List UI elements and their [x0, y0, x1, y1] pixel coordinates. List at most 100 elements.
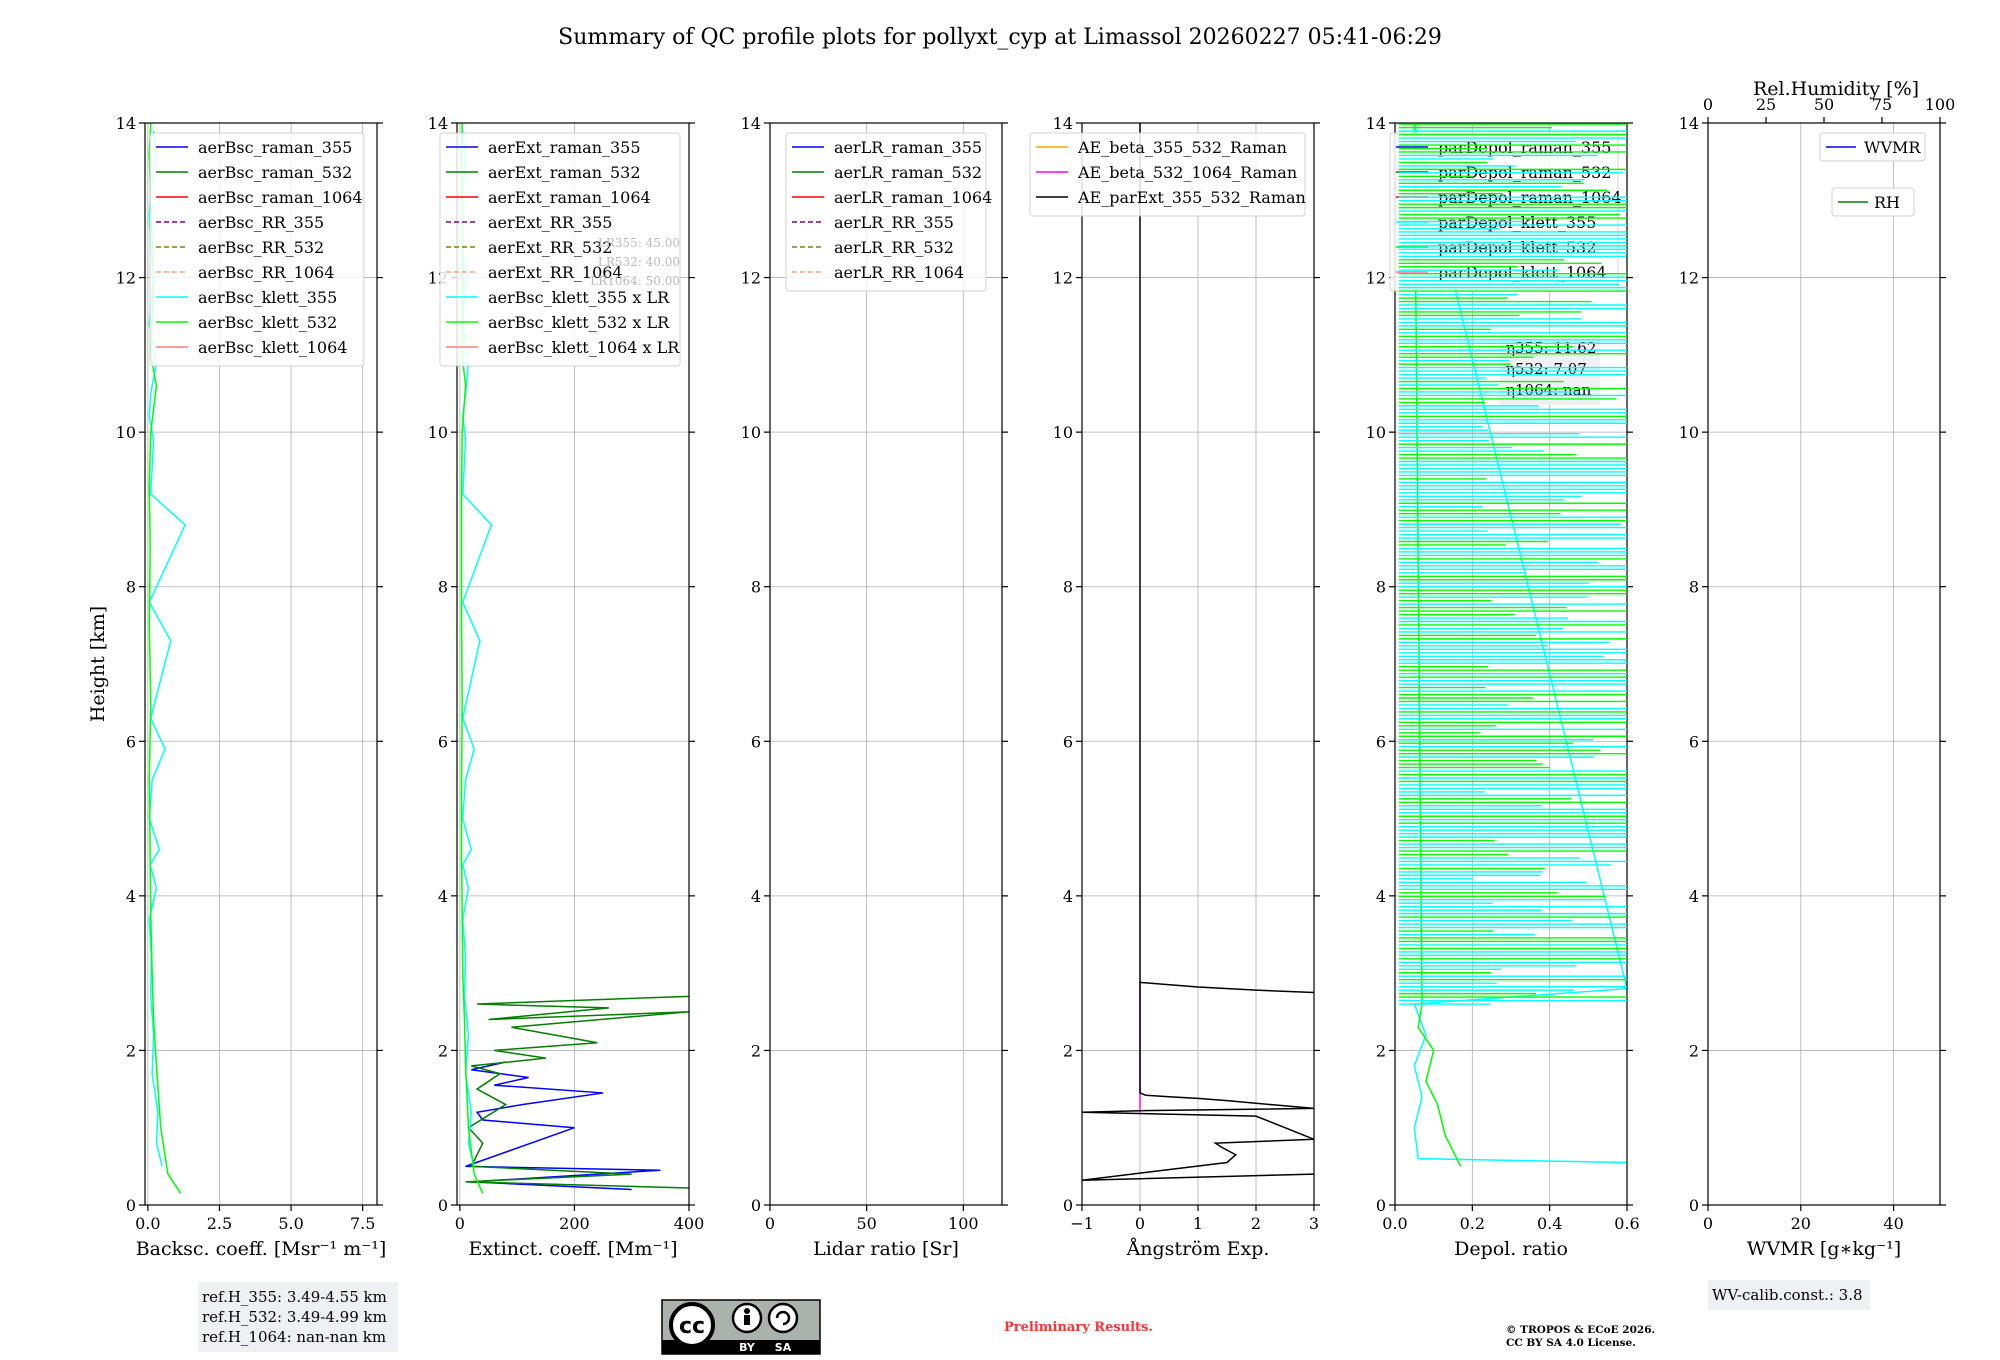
legend-entry: AE_beta_532_1064_Raman [1077, 163, 1297, 182]
legend-entry: AE_parExt_355_532_Raman [1077, 188, 1306, 207]
x-tick-label: 0.0 [1382, 1214, 1407, 1233]
panel-backscatter: 0.0 2.5 5.0 7.5 0 2 4 6 8 10 12 14 Backsc. coeff. [M… [87, 114, 398, 1352]
legend-entry: aerLR_RR_1064 [834, 263, 964, 282]
series-parDepol_klett_355 [1413, 122, 1628, 1164]
x-axis-label: Extinct. coeff. [Mm⁻¹] [468, 1238, 677, 1260]
y-tick-label: 0 [1063, 1196, 1073, 1215]
annotation-box [198, 1282, 398, 1352]
legend-entry: AE_beta_355_532_Raman [1077, 138, 1287, 157]
y-tick-label: 14 [741, 114, 761, 133]
plot-frame [144, 122, 378, 1206]
legend-entry: aerBsc_klett_532 x LR [488, 313, 670, 332]
annotation-line: WV-calib.const.: 3.8 [1712, 1286, 1863, 1304]
y-tick-label: 0 [126, 1196, 136, 1215]
y-tick-label: 0 [751, 1196, 761, 1215]
legend-extinction: aerExt_raman_355 aerExt_raman_532 aerExt_r… [439, 132, 681, 367]
legend-entry: WVMR [1864, 138, 1921, 157]
top-x-tick-label: 50 [1814, 95, 1834, 114]
y-tick-label: 6 [1689, 732, 1699, 751]
x-tick-label: 0 [455, 1214, 465, 1233]
x-tick-label: 0 [765, 1214, 775, 1233]
lidar-ratio-label: LR1064: 50.00 [590, 274, 680, 288]
top-x-tick-label: 75 [1872, 95, 1892, 114]
y-tick-label: 4 [438, 887, 448, 906]
legend-entry: aerBsc_RR_532 [198, 238, 324, 257]
legend-entry: aerExt_raman_1064 [488, 188, 651, 207]
annotation-line: ref.H_532: 3.49-4.99 km [202, 1308, 387, 1326]
panel-water_vapor: 0 20 40 0 2 4 6 8 10 12 14 WVMR [g∗kg⁻¹] 0 25 50 75 100 R… [1679, 78, 1956, 1310]
x-axis-label: Lidar ratio [Sr] [813, 1238, 959, 1260]
y-tick-label: 10 [1366, 423, 1386, 442]
panel-lidar_ratio: 0 50 100 0 2 4 6 8 10 12 14 Lidar ratio [Sr] aerLR_r… [741, 114, 1008, 1260]
legend-box [1819, 132, 1926, 162]
figure-title: Summary of QC profile plots for pollyxt_… [558, 25, 1442, 50]
x-axis-label: Backsc. coeff. [Msr⁻¹ m⁻¹] [136, 1238, 387, 1260]
legend-entry: parDepol_klett_1064 [1438, 263, 1607, 282]
depol-dense-traces [1398, 123, 1627, 1005]
y-tick-label: 4 [1063, 887, 1073, 906]
legend-box [785, 132, 987, 292]
legend-entry: aerBsc_RR_1064 [198, 263, 334, 282]
x-tick-label: 200 [559, 1214, 590, 1233]
y-tick-label: 2 [1063, 1041, 1073, 1060]
y-tick-label: 14 [1053, 114, 1073, 133]
legend-entry: aerExt_RR_532 [488, 238, 612, 257]
y-tick-label: 2 [126, 1041, 136, 1060]
y-tick-label: 14 [116, 114, 136, 133]
y-tick-label: 10 [741, 423, 761, 442]
y-tick-label: 8 [1376, 578, 1386, 597]
annotation-line: ref.H_1064: nan-nan km [202, 1328, 386, 1346]
top-x-tick-label: 100 [1925, 95, 1956, 114]
y-tick-label: 12 [1053, 269, 1073, 288]
legend-entry: aerBsc_klett_1064 [198, 338, 347, 357]
legend-entry: aerBsc_raman_1064 [198, 188, 363, 207]
legend-entry: aerBsc_klett_355 [198, 288, 337, 307]
y-tick-label: 8 [1689, 578, 1699, 597]
legend-entry: aerExt_RR_355 [488, 213, 612, 232]
y-tick-label: 12 [741, 269, 761, 288]
legend-entry: aerExt_raman_532 [488, 163, 641, 182]
cc-by-label: BY [739, 1341, 756, 1354]
series-aerExt_raman_532 [465, 995, 690, 1189]
legend-entry: aerBsc_klett_532 [198, 313, 337, 332]
y-tick-label: 12 [1679, 269, 1699, 288]
y-tick-label: 6 [751, 732, 761, 751]
legend-entry: aerLR_raman_1064 [834, 188, 992, 207]
y-tick-label: 0 [1376, 1196, 1386, 1215]
x-tick-label: 0.2 [1460, 1214, 1485, 1233]
legend-lidar_ratio: aerLR_raman_355 aerLR_raman_532 aerLR_rama… [785, 132, 992, 292]
eta-label: η532: 7.07 [1506, 360, 1587, 378]
plot-frame [1394, 122, 1628, 1206]
series-aerExt_raman_355 [465, 1061, 661, 1191]
preliminary-results-label: Preliminary Results. [1004, 1320, 1153, 1335]
legend-entry: aerBsc_klett_355 x LR [488, 288, 670, 307]
series-AE_parExt_355_532_Raman [1081, 123, 1315, 1182]
x-tick-label: 2.5 [207, 1214, 232, 1233]
legend-entry: aerExt_raman_355 [488, 138, 641, 157]
x-tick-label: 40 [1883, 1214, 1903, 1233]
x-axis-label: Depol. ratio [1454, 1238, 1568, 1260]
y-tick-label: 2 [1376, 1041, 1386, 1060]
top-x-axis-label: Rel.Humidity [%] [1753, 78, 1919, 100]
copyright-line-2: CC BY SA 4.0 License. [1506, 1337, 1636, 1349]
x-tick-label: 0.0 [135, 1214, 160, 1233]
series-AE_parExt_355_532_Raman_upper [1139, 981, 1315, 994]
y-tick-label: 10 [116, 423, 136, 442]
plot-frame [1707, 122, 1941, 1206]
y-tick-label: 4 [751, 887, 761, 906]
y-tick-label: 14 [428, 114, 448, 133]
lidar-ratio-label: LR355: 45.00 [598, 236, 680, 250]
y-tick-label: 10 [428, 423, 448, 442]
y-tick-label: 4 [1376, 887, 1386, 906]
x-tick-label: 50 [856, 1214, 876, 1233]
copyright-line-1: © TROPOS & ECoE 2026. [1506, 1324, 1655, 1336]
y-tick-label: 8 [1063, 578, 1073, 597]
legend-entry: aerBsc_RR_355 [198, 213, 324, 232]
y-tick-label: 8 [126, 578, 136, 597]
legend-box [1831, 187, 1915, 217]
x-tick-label: 3 [1309, 1214, 1319, 1233]
legend-entry: aerBsc_klett_1064 x LR [488, 338, 680, 357]
